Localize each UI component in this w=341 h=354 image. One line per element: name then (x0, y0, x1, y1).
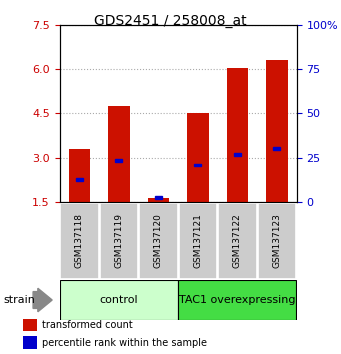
Bar (234, 153, 241, 156)
Bar (60, 280, 178, 320)
Bar (257, 202, 296, 279)
Bar (76, 178, 83, 181)
Text: GSM137123: GSM137123 (272, 213, 281, 268)
Bar (108, 106, 130, 202)
Bar (148, 198, 169, 202)
Bar (273, 147, 281, 150)
Bar (226, 68, 248, 202)
Bar (23, 319, 37, 331)
Bar (178, 280, 296, 320)
Text: GSM137119: GSM137119 (115, 213, 123, 268)
Bar (60, 202, 99, 279)
Bar (69, 149, 90, 202)
Text: TAC1 overexpressing: TAC1 overexpressing (179, 295, 296, 305)
Text: GSM137118: GSM137118 (75, 213, 84, 268)
Bar (100, 202, 138, 279)
Bar (194, 164, 202, 166)
Text: GSM137122: GSM137122 (233, 213, 242, 268)
Text: strain: strain (3, 295, 35, 305)
Bar (139, 202, 178, 279)
Bar (187, 113, 209, 202)
Text: percentile rank within the sample: percentile rank within the sample (42, 338, 207, 348)
Bar (266, 60, 288, 202)
Bar (155, 196, 162, 199)
Text: control: control (100, 295, 138, 305)
Bar (218, 202, 257, 279)
Text: GSM137120: GSM137120 (154, 213, 163, 268)
Text: GSM137121: GSM137121 (193, 213, 203, 268)
Bar (115, 159, 122, 162)
Bar (23, 336, 37, 349)
FancyArrow shape (33, 288, 52, 312)
Bar (179, 202, 217, 279)
Text: GDS2451 / 258008_at: GDS2451 / 258008_at (94, 14, 247, 28)
Text: transformed count: transformed count (42, 320, 132, 330)
